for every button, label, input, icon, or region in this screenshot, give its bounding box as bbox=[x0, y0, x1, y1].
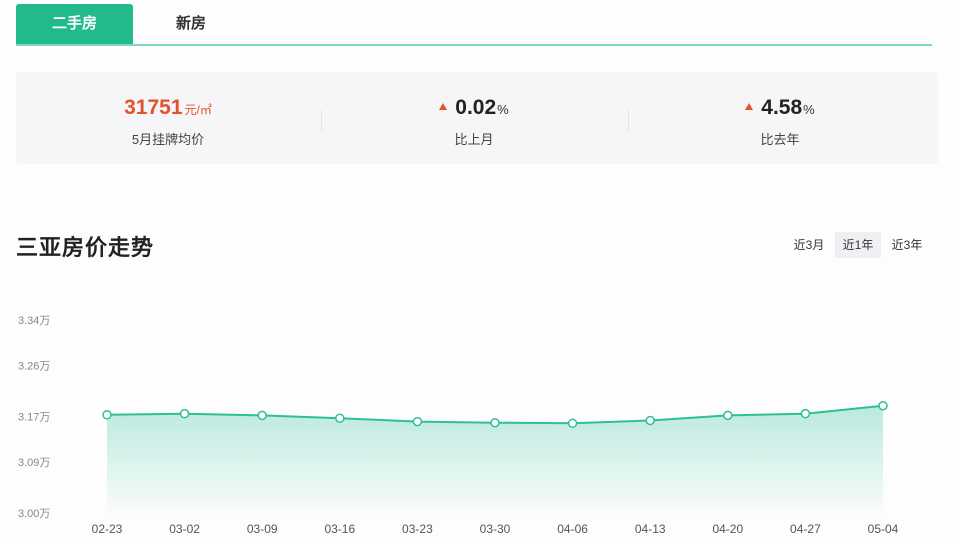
x-tick-label: 04-20 bbox=[712, 522, 743, 536]
mom-stat: 0.02% 比上月 bbox=[322, 72, 626, 164]
mom-value: 0.02 bbox=[455, 96, 497, 119]
tab-second-hand[interactable]: 二手房 bbox=[16, 4, 133, 44]
y-tick-label: 3.09万 bbox=[18, 457, 50, 469]
yoy-value: 4.58 bbox=[761, 96, 803, 119]
price-area-fill bbox=[107, 405, 883, 513]
avg-price-value: 31751 bbox=[124, 96, 183, 119]
data-point[interactable] bbox=[800, 408, 811, 419]
chart-title: 三亚房价走势 bbox=[16, 235, 155, 260]
data-point[interactable] bbox=[257, 410, 267, 421]
avg-price-unit: 元/㎡ bbox=[184, 103, 212, 117]
time-range-selector: 近3月 近1年 近3年 bbox=[786, 232, 932, 258]
y-tick-label: 3.00万 bbox=[18, 508, 50, 520]
x-tick-label: 04-06 bbox=[557, 522, 588, 536]
up-arrow-icon bbox=[745, 103, 754, 110]
x-tick-label: 04-27 bbox=[790, 522, 821, 536]
yoy-stat: 4.58% 比去年 bbox=[628, 72, 932, 164]
yoy-label: 比去年 bbox=[760, 132, 800, 147]
y-tick-label: 3.17万 bbox=[18, 412, 50, 424]
data-point[interactable] bbox=[102, 410, 112, 420]
data-point[interactable] bbox=[878, 400, 888, 411]
price-trend-chart: 3.00万 3.09万 3.17万 3.26万 3.34万 02-23 03-02 03-0… bbox=[18, 315, 899, 536]
x-tick-label: 05-04 bbox=[868, 522, 899, 536]
data-point[interactable] bbox=[179, 408, 190, 419]
x-tick-label: 04-13 bbox=[635, 522, 666, 536]
x-tick-label: 03-09 bbox=[247, 522, 278, 536]
stat-divider bbox=[628, 110, 629, 132]
stat-divider bbox=[321, 110, 322, 132]
data-point[interactable] bbox=[490, 417, 500, 428]
range-3-years-button[interactable]: 近3年 bbox=[891, 238, 923, 252]
range-1-year-button[interactable]: 近1年 bbox=[835, 232, 881, 258]
x-tick-label: 03-30 bbox=[480, 522, 511, 536]
mom-unit: % bbox=[497, 102, 509, 117]
x-tick-label: 02-23 bbox=[92, 522, 123, 536]
data-point[interactable] bbox=[412, 416, 423, 427]
tab-new-house[interactable]: 新房 bbox=[175, 15, 206, 32]
house-type-tabs: 二手房 新房 bbox=[16, 0, 932, 46]
mom-label: 比上月 bbox=[454, 132, 494, 147]
yoy-unit: % bbox=[803, 102, 815, 117]
data-point[interactable] bbox=[645, 415, 655, 426]
up-arrow-icon bbox=[439, 103, 448, 110]
avg-price-label: 5月挂牌均价 bbox=[131, 132, 205, 147]
y-tick-label: 3.34万 bbox=[18, 315, 50, 327]
x-tick-label: 03-23 bbox=[402, 522, 433, 536]
data-point[interactable] bbox=[567, 418, 578, 429]
data-point[interactable] bbox=[723, 410, 733, 421]
avg-price-stat: 31751 元/㎡ 5月挂牌均价 bbox=[16, 72, 320, 164]
range-3-months-button[interactable]: 近3月 bbox=[793, 238, 825, 252]
price-stats-panel: 31751 元/㎡ 5月挂牌均价 0.02% 比上月 4.58% 比去年 bbox=[16, 72, 938, 164]
data-point[interactable] bbox=[335, 413, 345, 423]
x-tick-label: 03-02 bbox=[169, 522, 200, 536]
y-tick-label: 3.26万 bbox=[18, 360, 50, 372]
x-tick-label: 03-16 bbox=[324, 522, 355, 536]
